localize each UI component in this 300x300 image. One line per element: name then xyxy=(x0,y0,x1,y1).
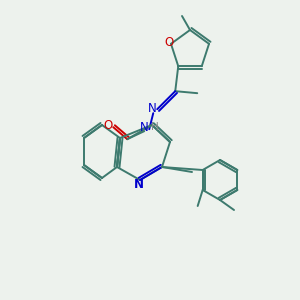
Text: O: O xyxy=(164,36,174,49)
Text: H: H xyxy=(152,122,159,132)
Text: O: O xyxy=(103,119,113,132)
Text: N: N xyxy=(134,178,144,191)
Text: N: N xyxy=(140,121,148,134)
Text: N: N xyxy=(148,102,157,115)
